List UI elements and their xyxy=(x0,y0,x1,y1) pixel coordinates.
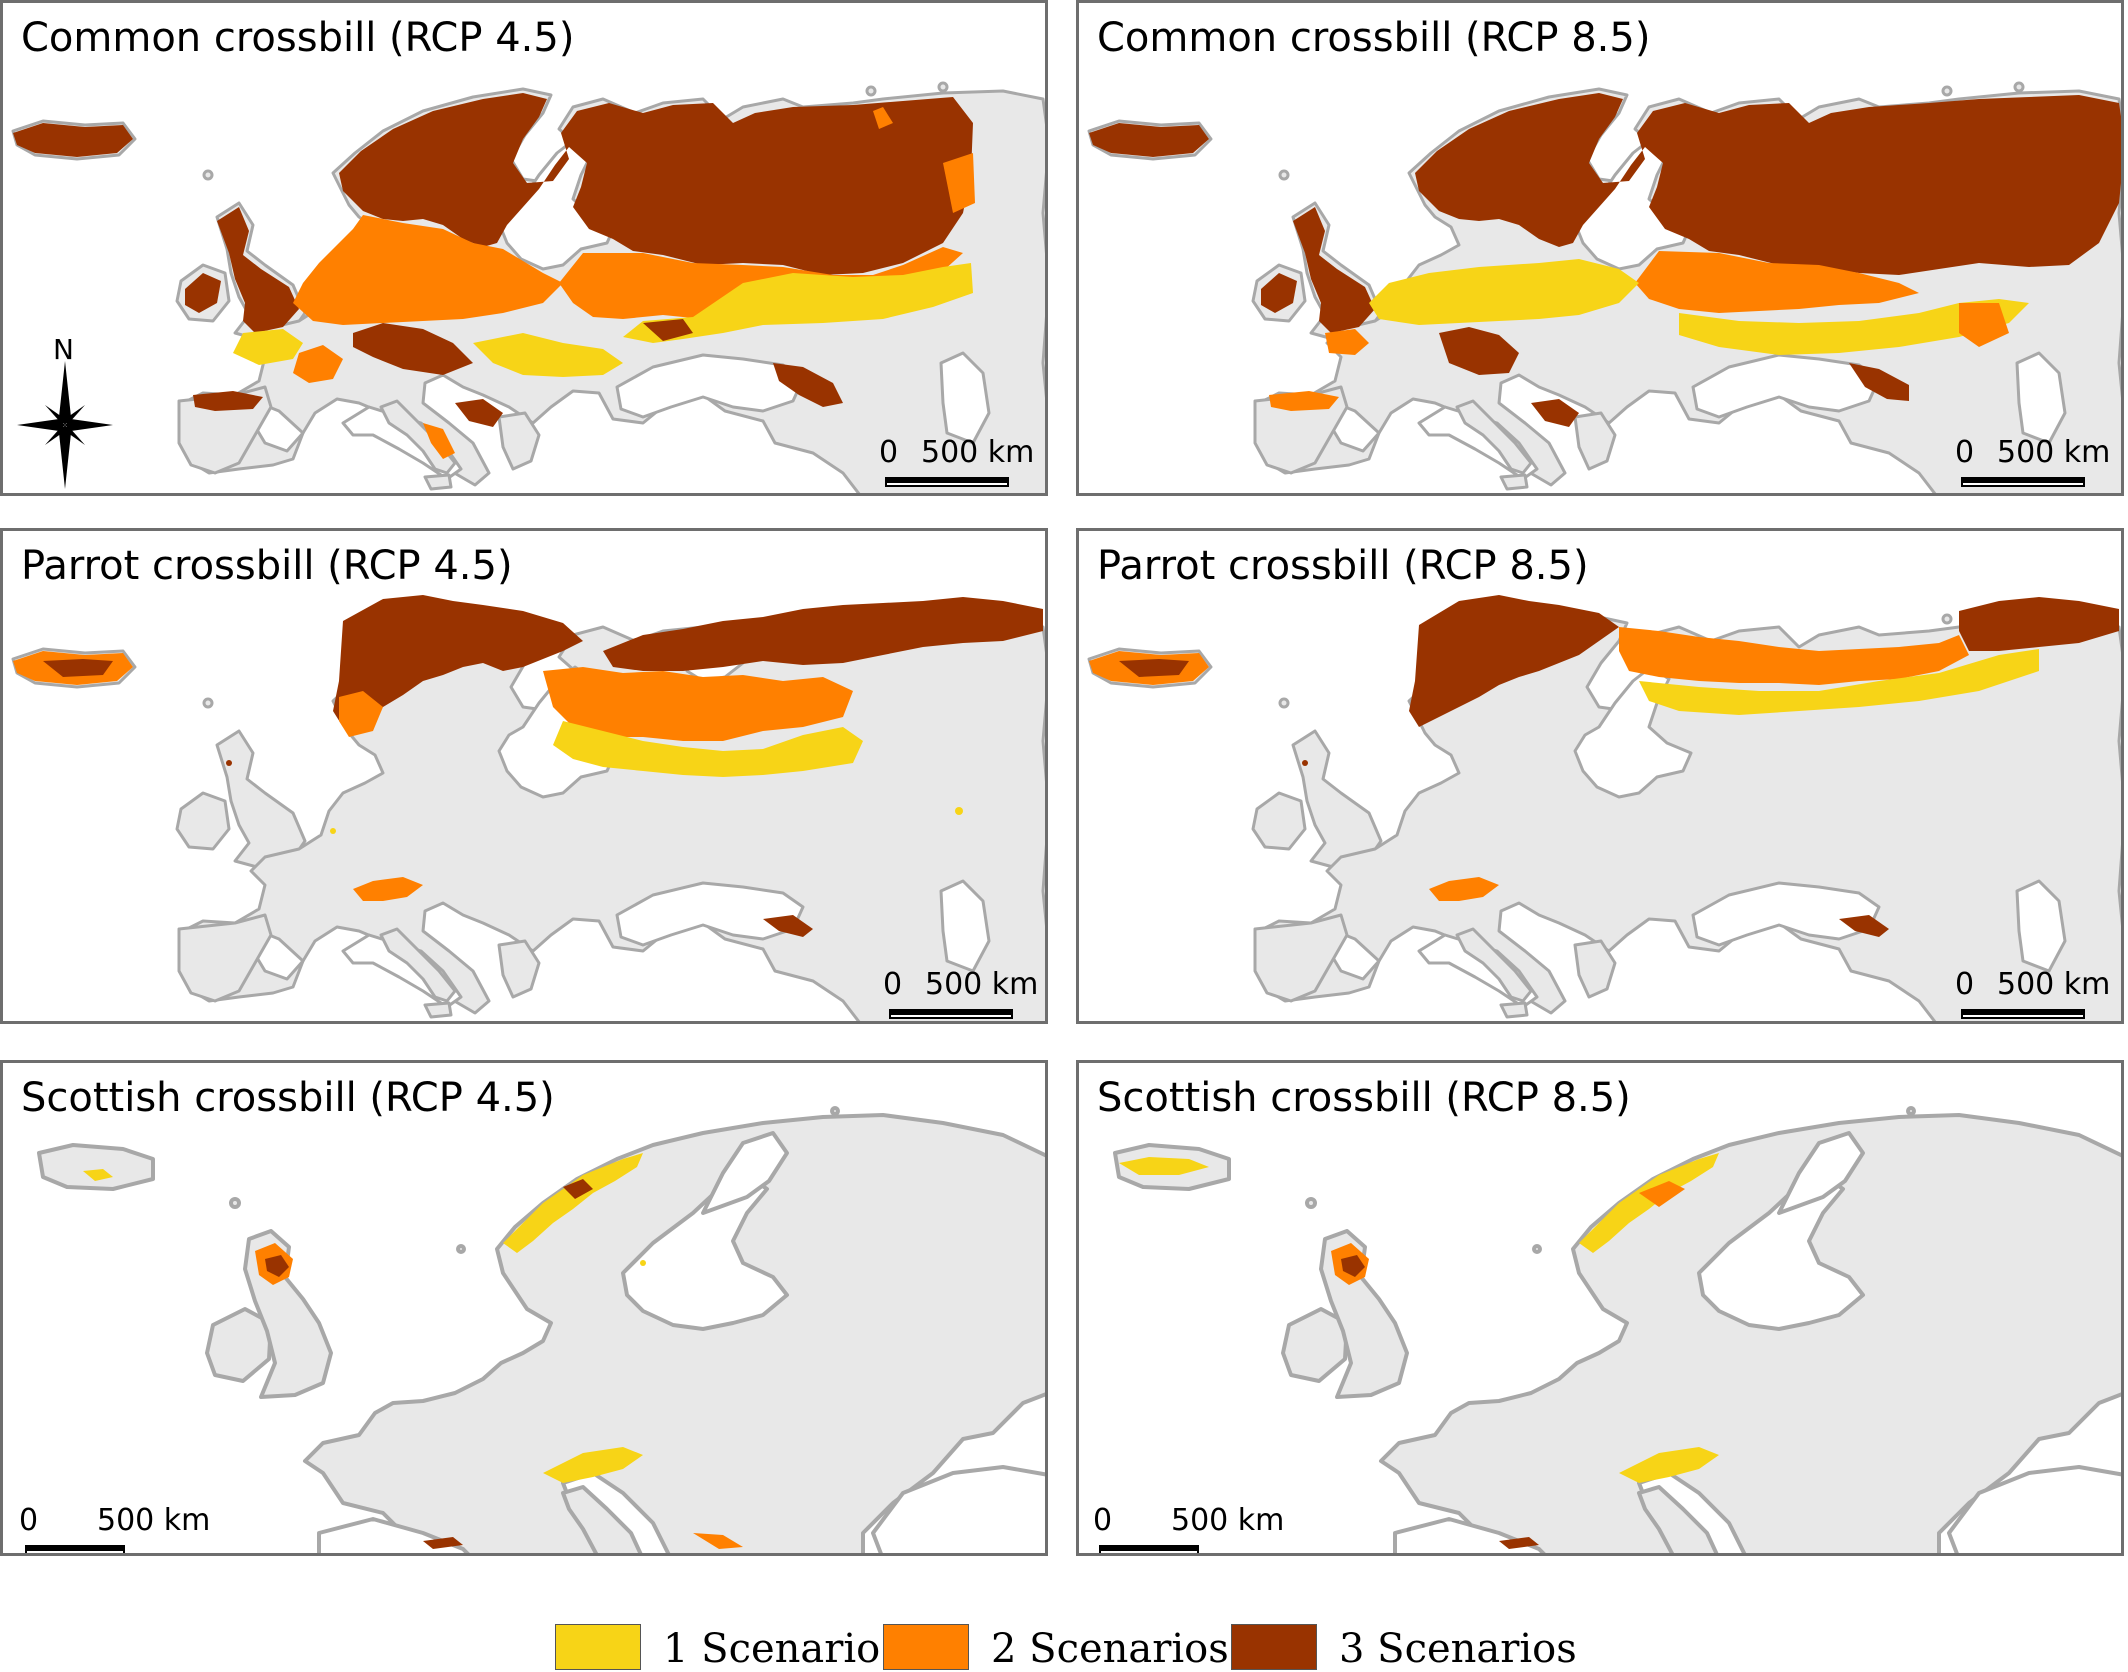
map-panel-parrot-rcp85: Parrot crossbill (RCP 8.5) 0 500 km xyxy=(1076,528,2124,1024)
map-panel-scottish-rcp85: Scottish crossbill (RCP 8.5) 0 500 km xyxy=(1076,1060,2124,1556)
north-arrow: N xyxy=(17,333,117,489)
legend-label: 1 Scenario xyxy=(663,1626,881,1672)
panel-title: Scottish crossbill (RCP 4.5) xyxy=(21,1075,555,1121)
map-panel-scottish-rcp45: Scottish crossbill (RCP 4.5) 0 500 km xyxy=(0,1060,1048,1556)
scale-zero-label: 0 xyxy=(879,435,899,470)
europe-map-parrot-rcp45 xyxy=(11,595,1045,1021)
north-label: N xyxy=(53,333,74,366)
scale-zero-label: 0 xyxy=(1955,435,1975,470)
scale-distance-label: 500 km xyxy=(97,1503,211,1538)
scale-bar-graphic xyxy=(1961,477,2085,487)
map-panel-common-rcp45: Common crossbill (RCP 4.5) N 0 500 km xyxy=(0,0,1048,496)
scale-distance-label: 500 km xyxy=(925,967,1039,1002)
scale-zero-label: 0 xyxy=(883,967,903,1002)
scale-distance-label: 500 km xyxy=(1997,967,2111,1002)
legend-label: 2 Scenarios xyxy=(991,1626,1229,1672)
scale-zero-label: 0 xyxy=(1955,967,1975,1002)
panel-title: Common crossbill (RCP 4.5) xyxy=(21,15,575,61)
scale-bar: 0 500 km xyxy=(1955,967,2110,1021)
map-panel-common-rcp85: Common crossbill (RCP 8.5) 0 500 km xyxy=(1076,0,2124,496)
scale-bar-graphic xyxy=(889,1009,1013,1019)
scale-bar: 0 500 km xyxy=(879,435,1034,491)
legend-swatch xyxy=(1231,1624,1317,1670)
europe-map-scottish-rcp85 xyxy=(1113,1106,2121,1553)
scale-bar-graphic xyxy=(885,477,1009,487)
panel-title: Parrot crossbill (RCP 8.5) xyxy=(1097,543,1589,589)
scale-bar-graphic xyxy=(1961,1009,2085,1019)
europe-map-common-rcp85 xyxy=(1087,81,2121,493)
scale-bar: 0 500 km xyxy=(19,1503,210,1553)
panel-title: Parrot crossbill (RCP 4.5) xyxy=(21,543,513,589)
legend-swatch xyxy=(883,1624,969,1670)
europe-map-parrot-rcp85 xyxy=(1087,595,2121,1021)
legend: 1 Scenario 2 Scenarios 3 Scenarios xyxy=(555,1620,1605,1672)
europe-map-common-rcp45 xyxy=(11,81,1045,493)
scale-distance-label: 500 km xyxy=(921,435,1035,470)
scale-bar-graphic xyxy=(25,1545,125,1553)
panel-title: Scottish crossbill (RCP 8.5) xyxy=(1097,1075,1631,1121)
scale-bar: 0 500 km xyxy=(883,967,1038,1021)
europe-map-scottish-rcp45 xyxy=(37,1106,1045,1553)
panel-title: Common crossbill (RCP 8.5) xyxy=(1097,15,1651,61)
scale-distance-label: 500 km xyxy=(1997,435,2111,470)
legend-swatch xyxy=(555,1624,641,1670)
scale-bar: 0 500 km xyxy=(1955,435,2110,491)
scale-bar-graphic xyxy=(1099,1545,1199,1553)
scale-zero-label: 0 xyxy=(19,1503,39,1538)
compass-star-icon xyxy=(17,361,113,489)
scale-bar: 0 500 km xyxy=(1093,1503,1284,1553)
scale-zero-label: 0 xyxy=(1093,1503,1113,1538)
map-panel-parrot-rcp45: Parrot crossbill (RCP 4.5) 0 500 km xyxy=(0,528,1048,1024)
scale-distance-label: 500 km xyxy=(1171,1503,1285,1538)
legend-label: 3 Scenarios xyxy=(1339,1626,1577,1672)
